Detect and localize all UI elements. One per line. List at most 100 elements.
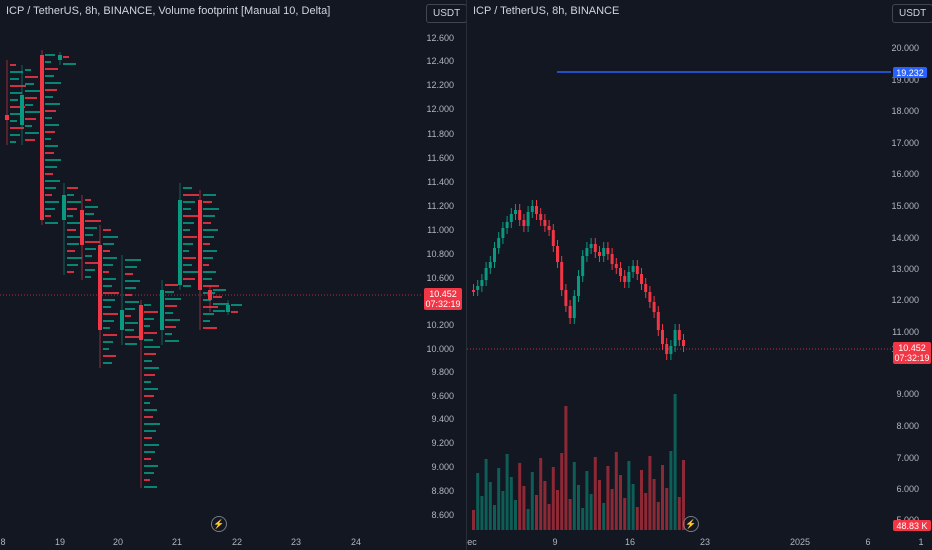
footprint-level: [125, 329, 134, 331]
candle-body: [198, 200, 202, 290]
footprint-level: [45, 138, 51, 140]
price-axis-label: 10.000: [426, 344, 454, 354]
candle-body: [577, 276, 580, 296]
footprint-level: [45, 159, 61, 161]
volume-bar: [551, 467, 555, 530]
footprint-level: [45, 82, 61, 84]
footprint-level: [45, 96, 53, 98]
volume-bar: [581, 508, 585, 530]
left-chart-pane[interactable]: 12.600 12.400 12.200 12.000 11.800 11.600 11.4…: [0, 0, 466, 550]
volume-value: 48.83 K: [896, 521, 927, 531]
footprint-level: [103, 257, 117, 259]
candle-body: [560, 262, 564, 290]
candle-body: [518, 210, 522, 220]
volume-bar: [572, 462, 576, 530]
currency-button-left[interactable]: USDT: [426, 4, 466, 23]
footprint-level: [125, 273, 133, 275]
footprint-level: [67, 264, 78, 266]
footprint-level: [203, 208, 219, 210]
footprint-level: [125, 280, 140, 282]
footprint-level: [213, 296, 222, 298]
footprint-level: [45, 75, 54, 77]
lightning-icon[interactable]: ⚡: [211, 516, 227, 532]
price-axis-label: 9.800: [431, 367, 454, 377]
horizontal-line-tag: [893, 67, 927, 78]
candle-body: [178, 200, 182, 285]
footprint-level: [67, 194, 74, 196]
footprint-level: [45, 124, 59, 126]
volume-bar: [635, 507, 639, 530]
footprint-level: [10, 106, 25, 108]
footprint-level: [125, 259, 141, 261]
volume-bar: [480, 496, 484, 530]
right-chart-pane[interactable]: 20.000 19.000 18.000 17.000 16.000 15.000 14.0…: [466, 0, 932, 550]
footprint-level: [85, 262, 99, 264]
footprint-level: [144, 346, 160, 348]
candle-body: [539, 214, 543, 220]
footprint-level: [144, 304, 151, 306]
candle-body: [551, 230, 555, 246]
footprint-level: [103, 264, 113, 266]
candle-body: [589, 244, 593, 248]
footprint-level: [10, 134, 20, 136]
volume-bar: [476, 473, 480, 530]
footprint-level: [45, 103, 60, 105]
left-chart-title: ICP / TetherUS, 8h, BINANCE, Volume foot…: [6, 5, 331, 17]
footprint-level: [45, 117, 52, 119]
price-axis-label: 8.000: [896, 421, 919, 431]
footprint-level: [85, 199, 91, 201]
time-axis-label: 2025: [790, 537, 810, 547]
volume-bar: [497, 468, 501, 530]
candle-body: [547, 226, 551, 230]
footprint-level: [203, 257, 213, 259]
footprint-level: [10, 92, 22, 94]
candle-body: [682, 340, 685, 346]
countdown-value: 07:32:19: [894, 353, 929, 363]
price-axis-label: 19.000: [891, 75, 919, 85]
footprint-level: [203, 327, 217, 329]
footprint-level: [231, 304, 242, 306]
candle-body: [656, 312, 660, 330]
footprint-level: [45, 194, 52, 196]
footprint-level: [85, 248, 96, 250]
price-axis-label: 18.000: [891, 106, 919, 116]
candle-body: [160, 290, 164, 330]
footprint-level: [45, 180, 60, 182]
footprint-level: [183, 271, 199, 273]
candle-body: [480, 280, 484, 286]
footprint-level: [125, 343, 137, 345]
candlestick-chart[interactable]: 20.00019.00018.00017.00016.00015.00014.0…: [467, 0, 932, 550]
footprint-level: [183, 285, 191, 287]
price-axis-label: 16.000: [891, 169, 919, 179]
time-axis-label: 16: [625, 537, 635, 547]
footprint-level: [125, 336, 141, 338]
candle-body: [522, 220, 526, 226]
footprint-level: [144, 360, 152, 362]
lightning-icon[interactable]: ⚡: [683, 516, 699, 532]
volume-bar: [665, 488, 669, 530]
volume-bar: [547, 504, 551, 530]
footprint-level: [165, 284, 178, 286]
volume-bar: [610, 489, 614, 530]
footprint-level: [10, 113, 21, 115]
footprint-level: [203, 264, 209, 266]
volume-bar: [543, 481, 547, 530]
footprint-level: [45, 131, 55, 133]
candle-body: [669, 346, 673, 354]
time-axis-label: 24: [351, 537, 361, 547]
footprint-level: [203, 215, 215, 217]
currency-button-right[interactable]: USDT: [892, 4, 932, 23]
volume-bar: [656, 502, 660, 530]
volume-bar: [514, 500, 517, 530]
candle-body: [644, 284, 648, 292]
volume-bar: [627, 461, 631, 530]
candle-body: [585, 248, 589, 256]
footprint-level: [125, 301, 139, 303]
footprint-chart[interactable]: 12.600 12.400 12.200 12.000 11.800 11.600 11.4…: [0, 0, 466, 550]
footprint-level: [10, 71, 23, 73]
candle-body: [572, 296, 576, 318]
price-axis-label: 11.400: [427, 177, 454, 187]
footprint-level: [25, 111, 40, 113]
volume-bar: [526, 509, 530, 530]
